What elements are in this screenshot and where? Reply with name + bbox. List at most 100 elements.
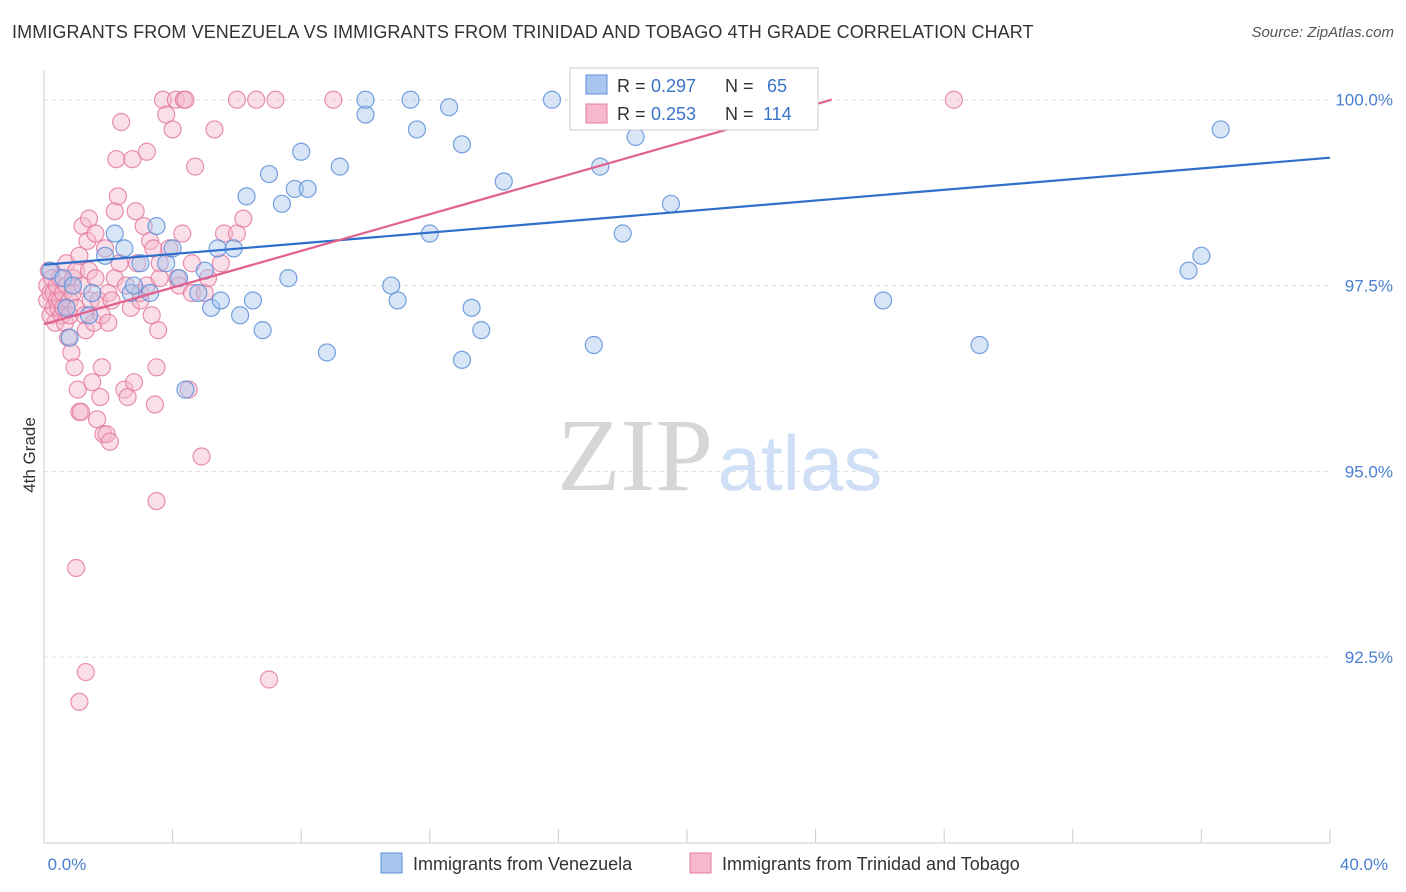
stats-legend-n-pink: 114 [763,104,792,124]
point-trinidad [147,358,166,377]
chart-source: Source: ZipAtlas.com [1251,24,1394,41]
point-venezuela [57,298,76,317]
point-venezuela [202,298,221,317]
point-venezuela [63,276,83,295]
point-trinidad [126,202,145,221]
point-trinidad [108,187,128,206]
stats-legend-n-label-pink: N = [725,104,754,124]
point-trinidad [227,90,246,109]
point-venezuela [176,380,195,399]
point-venezuela [452,135,472,154]
point-venezuela [1211,120,1230,139]
stats-legend: R = 0.297 N = 65 R = 0.253 N = 114 [569,67,819,131]
point-trinidad [944,90,963,109]
point-trinidad [67,558,86,578]
point-venezuela [626,127,645,146]
y-tick-label: 97.5% [1345,277,1393,296]
point-trinidad [65,358,84,377]
point-venezuela [147,216,166,236]
axes [43,70,1331,844]
point-trinidad [68,380,87,399]
series-legend-swatch-venezuela [380,852,403,874]
point-venezuela [388,291,407,310]
point-trinidad [137,142,156,161]
point-venezuela [131,254,150,273]
point-venezuela [95,246,115,265]
point-venezuela [472,321,491,340]
chart-title: IMMIGRANTS FROM VENEZUELA VS IMMIGRANTS … [12,22,1034,42]
point-venezuela [237,187,256,206]
y-tick-label: 95.0% [1345,462,1393,481]
point-trinidad [107,150,126,169]
point-venezuela [279,269,298,288]
point-venezuela [542,90,562,109]
point-trinidad [86,224,105,243]
trend-line-venezuela [43,156,1331,266]
point-trinidad [62,343,81,362]
point-trinidad [91,387,110,407]
point-trinidad [79,261,99,280]
point-trinidad [100,432,120,451]
point-venezuela [208,239,227,258]
point-venezuela [462,298,481,317]
point-trinidad [70,692,89,711]
point-venezuela [298,179,317,199]
y-axis-label: 4th Grade [20,417,39,493]
point-trinidad [99,313,118,332]
point-venezuela [452,350,472,369]
stats-legend-r-pink: 0.253 [651,104,696,124]
point-venezuela [292,142,311,161]
point-venezuela [285,179,304,199]
series-legend-label-venezuela: Immigrants from Venezuela [413,854,633,874]
point-venezuela [189,283,208,303]
stats-legend-swatch-blue [585,74,608,95]
point-trinidad [182,283,201,303]
watermark: ZIP atlas [557,398,882,513]
point-venezuela [54,269,73,288]
point-venezuela [83,283,102,303]
point-venezuela [115,239,134,258]
point-venezuela [60,328,79,347]
stats-legend-r-label-pink: R = [617,104,646,124]
point-trinidad [123,150,142,169]
point-trinidad [324,90,343,109]
point-venezuela [272,194,292,213]
trend-line-trinidad [43,98,832,326]
point-trinidad [124,373,144,392]
point-trinidad [153,90,173,109]
point-trinidad [247,90,266,109]
watermark-zip: ZIP [557,398,713,513]
point-venezuela [356,105,375,124]
point-venezuela [243,291,263,310]
point-venezuela [494,172,513,191]
stats-legend-r-label-blue: R = [617,76,646,96]
trend-lines [43,98,1331,326]
point-venezuela [211,291,230,310]
point-trinidad [147,491,166,511]
point-venezuela [124,276,144,295]
watermark-atlas: atlas [718,419,883,507]
x-tick-max: 40.0% [1340,855,1388,874]
x-tick-min: 0.0% [48,855,87,874]
point-trinidad [234,209,253,228]
point-venezuela [231,306,250,325]
point-trinidad [186,157,205,176]
point-venezuela [584,335,603,355]
point-trinidad [76,662,95,682]
y-tick-labels: 100.0% 97.5% 95.0% 92.5% [1335,91,1393,667]
point-trinidad [86,269,105,288]
point-trinidad [70,246,89,265]
point-venezuela [1192,246,1211,265]
point-trinidad [266,90,285,109]
point-venezuela [253,321,272,340]
series-legend-swatch-trinidad [689,852,712,874]
point-venezuela [330,157,349,176]
point-trinidad [112,112,131,132]
point-venezuela [407,120,427,139]
data-points [38,90,1230,711]
point-venezuela [970,335,989,355]
point-trinidad [83,373,102,392]
point-venezuela [1179,261,1198,280]
point-trinidad [149,321,168,340]
stats-legend-r-blue: 0.297 [651,76,696,96]
